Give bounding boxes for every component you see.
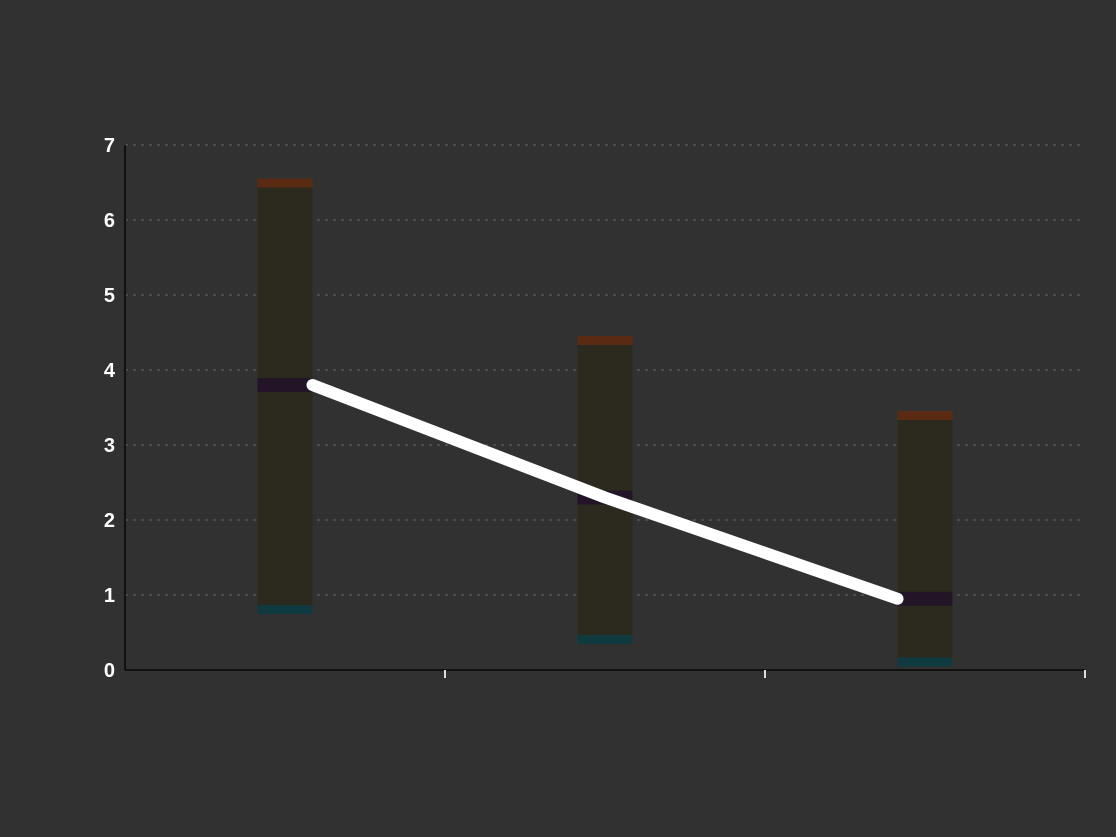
range-bar-bottom [897, 657, 953, 667]
y-tick-label: 3 [104, 435, 115, 457]
y-tick-label: 6 [104, 210, 115, 232]
y-tick-label: 0 [104, 660, 115, 682]
y-tick-label: 4 [104, 360, 116, 382]
range-bar-top [577, 336, 633, 345]
bars [257, 178, 953, 667]
range-bar [897, 415, 953, 663]
median-mark [897, 591, 953, 606]
range-bar-top [257, 178, 313, 188]
x-axis [125, 669, 1086, 678]
range-bar [257, 182, 313, 610]
trend-line [306, 379, 904, 605]
median-mark [257, 378, 313, 392]
range-bar-bottom [577, 635, 633, 644]
range-bar-bottom [257, 605, 313, 614]
range-bar-top [897, 411, 953, 420]
y-tick-label: 7 [104, 135, 115, 157]
y-tick-label: 5 [104, 285, 115, 307]
median-trend-line [306, 379, 904, 605]
y-tick-label: 2 [104, 510, 115, 532]
y-tick-label: 1 [104, 585, 115, 607]
y-axis: 0 1 2 3 4 5 6 7 [104, 135, 126, 682]
